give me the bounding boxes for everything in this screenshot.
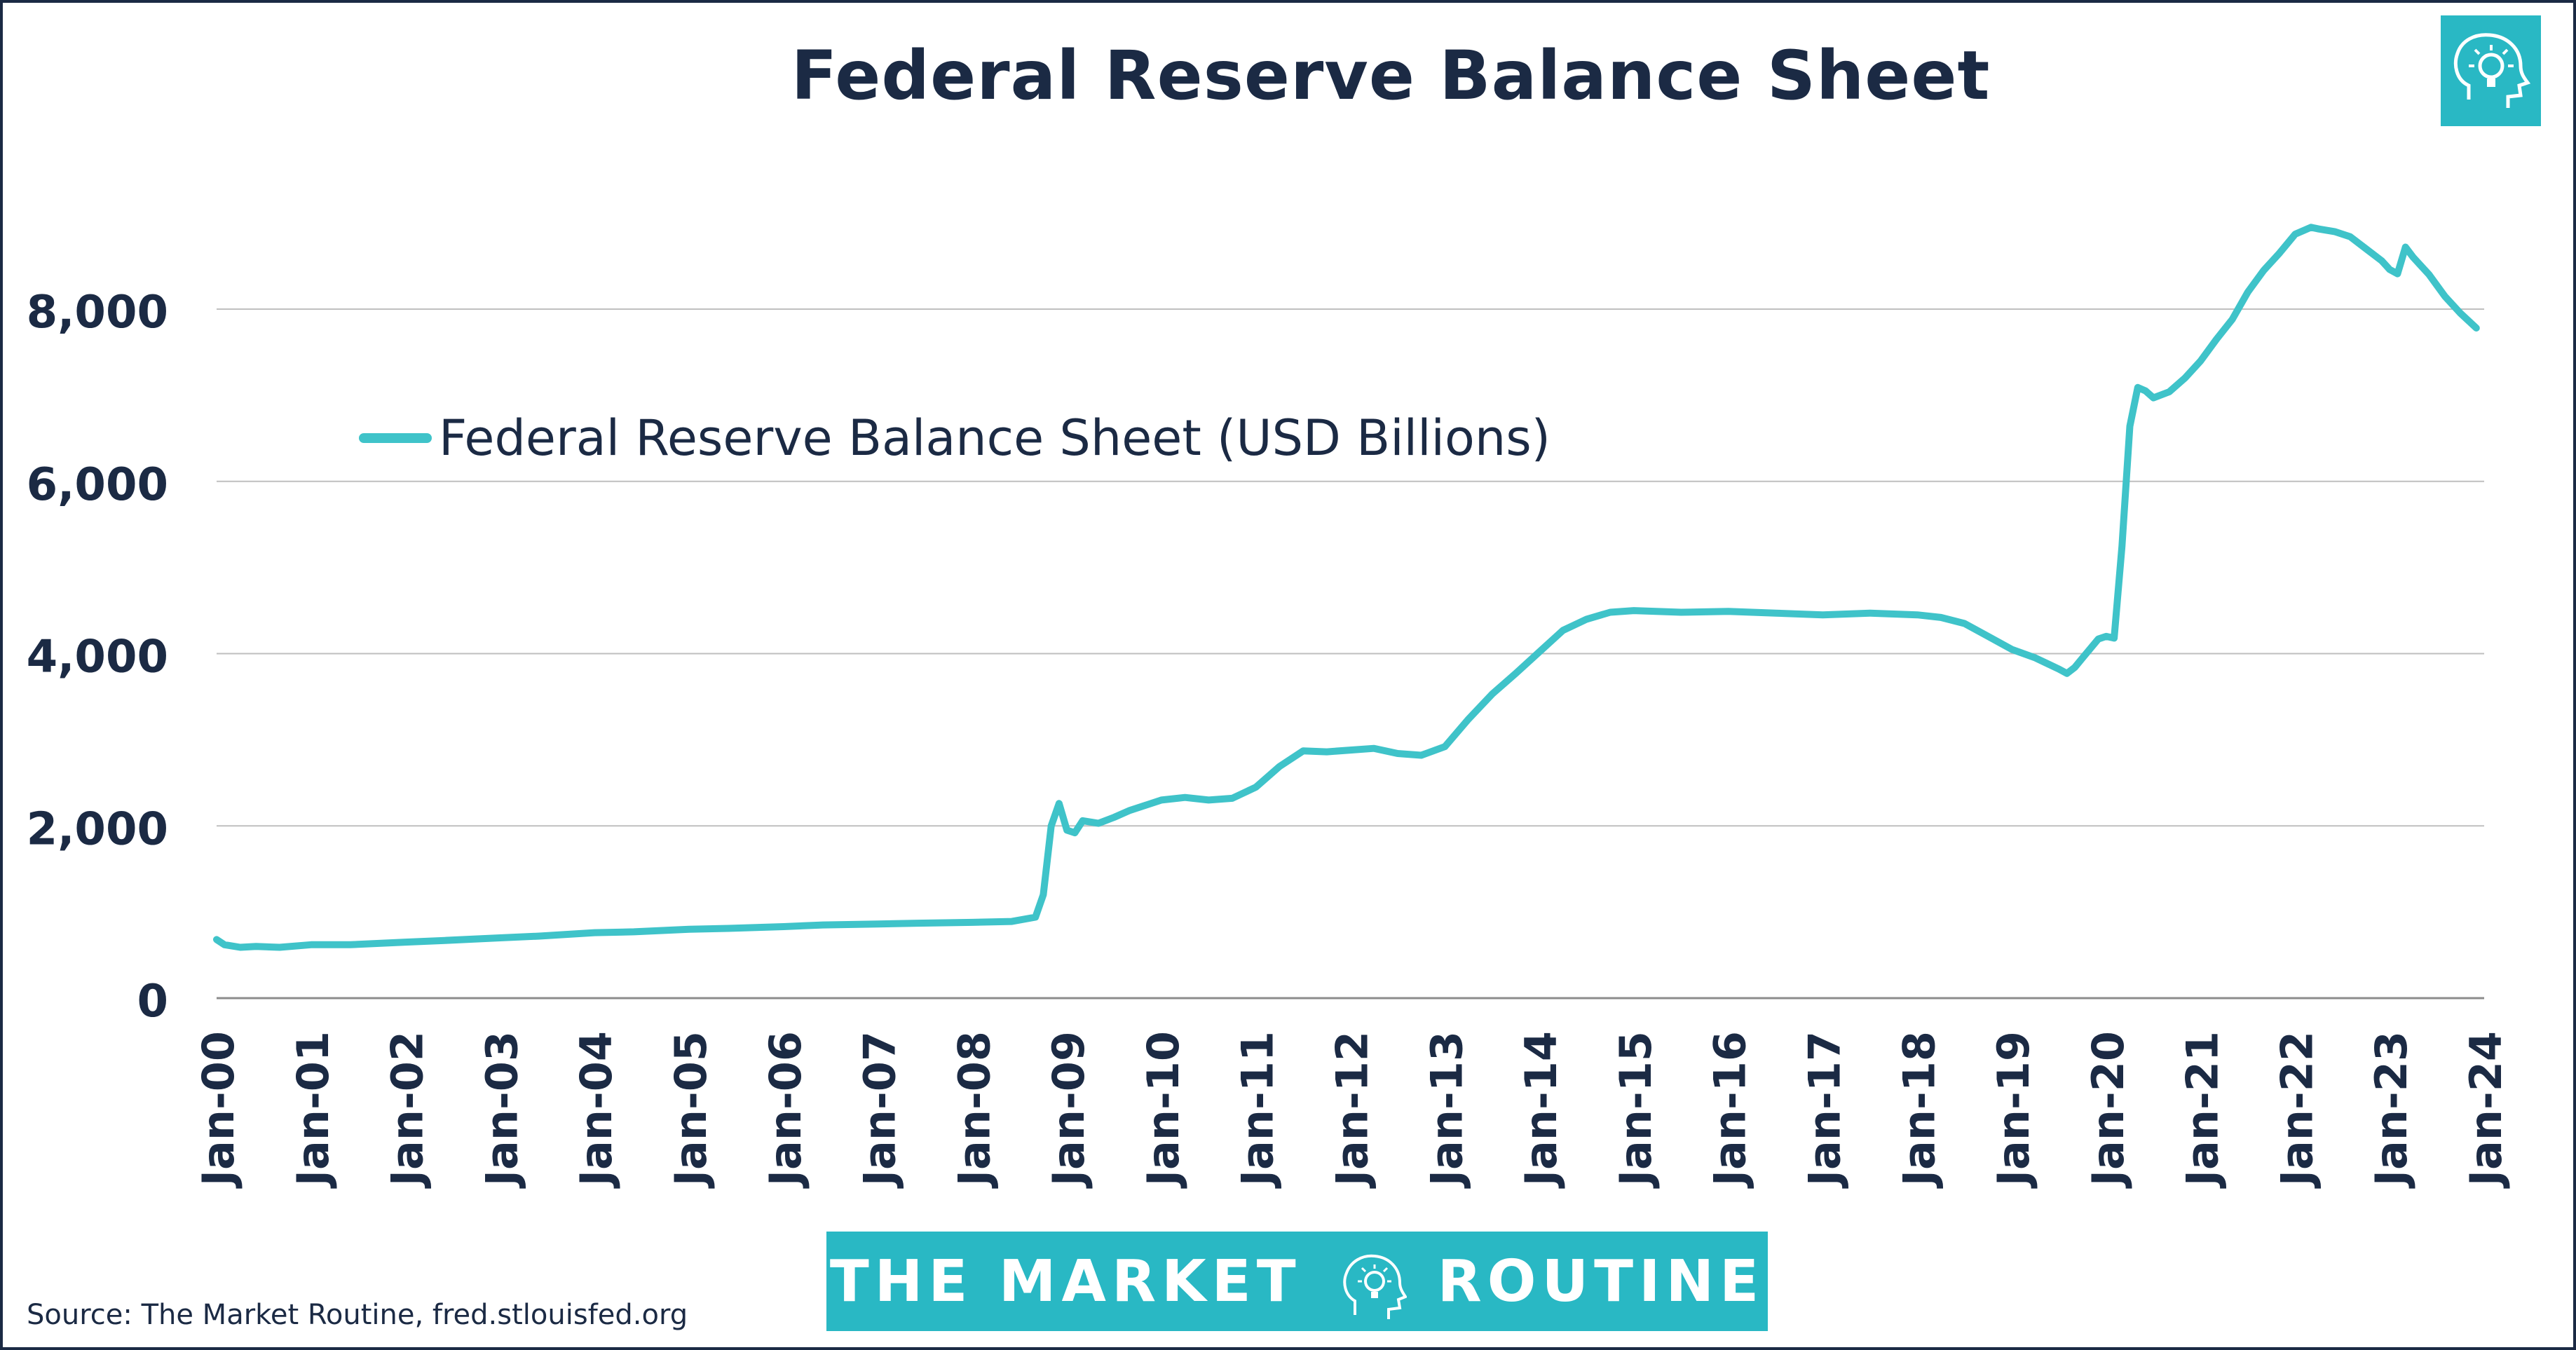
- y-tick-label: 6,000: [27, 459, 168, 511]
- brand-word-2: ROUTINE: [1437, 1248, 1765, 1315]
- chart-title: Federal Reserve Balance Sheet: [791, 36, 1991, 115]
- x-tick-label: Jan-20: [2083, 1031, 2134, 1189]
- brand-banner: THE MARKET ROUTINE: [826, 1232, 1768, 1331]
- x-tick-label: Jan-09: [1043, 1031, 1094, 1189]
- x-tick-label: Jan-07: [854, 1031, 906, 1189]
- x-tick-label: Jan-04: [571, 1031, 622, 1189]
- x-tick-label: Jan-16: [1705, 1031, 1756, 1189]
- x-tick-label: Jan-15: [1610, 1031, 1661, 1189]
- x-tick-label: Jan-00: [193, 1031, 244, 1189]
- y-tick-label: 8,000: [27, 287, 168, 339]
- head-lightbulb-icon: [2453, 33, 2531, 108]
- series-line: [213, 224, 2480, 951]
- x-tick-label: Jan-22: [2271, 1031, 2322, 1189]
- x-tick-label: Jan-11: [1232, 1031, 1283, 1189]
- x-tick-label: Jan-12: [1327, 1031, 1378, 1189]
- x-tick-label: Jan-24: [2460, 1031, 2512, 1189]
- x-tick-label: Jan-01: [287, 1031, 339, 1189]
- x-tick-label: Jan-02: [382, 1031, 433, 1189]
- legend: Federal Reserve Balance Sheet (USD Billi…: [359, 409, 1551, 467]
- x-tick-label: Jan-10: [1138, 1031, 1189, 1189]
- legend-label: Federal Reserve Balance Sheet (USD Billi…: [439, 409, 1551, 467]
- x-tick-label: Jan-13: [1421, 1031, 1472, 1189]
- legend-swatch: [359, 433, 432, 443]
- x-tick-label: Jan-03: [476, 1031, 527, 1189]
- head-lightbulb-icon: [1343, 1254, 1407, 1319]
- x-tick-label: Jan-18: [1893, 1031, 1944, 1189]
- x-tick-label: Jan-06: [760, 1031, 811, 1189]
- x-tick-label: Jan-23: [2366, 1031, 2417, 1189]
- x-tick-label: Jan-21: [2177, 1031, 2228, 1189]
- brand-word-1: THE MARKET: [829, 1248, 1302, 1315]
- y-tick-label: 2,000: [27, 803, 168, 855]
- source-note: Source: The Market Routine, fred.stlouis…: [27, 1299, 688, 1331]
- y-tick-label: 4,000: [27, 632, 168, 683]
- y-tick-label: 0: [137, 976, 168, 1028]
- corner-logo: [2441, 15, 2541, 126]
- plot-area: 0 2,000 4,000 6,000 8,000 Jan-00 Jan-01 Jan-02…: [27, 224, 2512, 1189]
- x-tick-label: Jan-17: [1799, 1031, 1850, 1189]
- x-tick-label: Jan-14: [1515, 1031, 1567, 1189]
- x-tick-label: Jan-19: [1988, 1031, 2039, 1189]
- x-tick-label: Jan-08: [948, 1031, 1000, 1189]
- x-tick-label: Jan-05: [665, 1031, 716, 1189]
